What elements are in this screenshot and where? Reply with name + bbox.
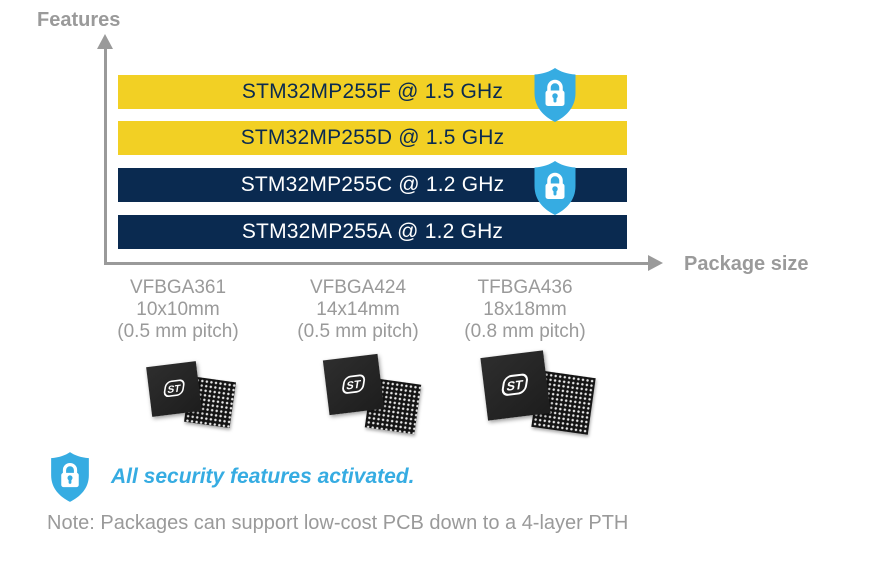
package-column-vfbga424: VFBGA424 14x14mm (0.5 mm pitch) xyxy=(263,277,453,343)
package-column-tfbga436: TFBGA436 18x18mm (0.8 mm pitch) xyxy=(430,277,620,343)
security-shield-lock-icon xyxy=(47,450,93,504)
st-logo-icon: ST xyxy=(163,379,185,398)
package-name: TFBGA436 xyxy=(477,277,573,298)
st-logo-text: ST xyxy=(345,379,361,393)
chip-top-image: ST xyxy=(322,353,385,416)
package-size: 18x18mm xyxy=(483,299,567,320)
chip-package-image-tfbga436: ST xyxy=(478,346,616,454)
x-axis-label: Package size xyxy=(684,253,809,275)
package-name: VFBGA361 xyxy=(129,277,227,298)
footnote: Note: Packages can support low-cost PCB … xyxy=(47,512,629,534)
product-bar-stm32mp255a: STM32MP255A @ 1.2 GHz xyxy=(118,215,627,249)
security-shield-lock-icon xyxy=(530,67,580,123)
product-bar-label: STM32MP255F @ 1.5 GHz xyxy=(241,80,504,103)
package-pitch: (0.8 mm pitch) xyxy=(464,321,586,342)
security-legend-label: All security features activated. xyxy=(111,465,415,488)
package-column-vfbga361: VFBGA361 10x10mm (0.5 mm pitch) xyxy=(83,277,273,343)
product-bar-label: STM32MP255A @ 1.2 GHz xyxy=(241,220,504,243)
package-size: 10x10mm xyxy=(136,299,220,320)
security-shield-lock-icon xyxy=(530,160,580,216)
package-name: VFBGA424 xyxy=(309,277,407,298)
chip-package-image-vfbga361: ST xyxy=(143,357,263,447)
product-bar-label: STM32MP255D @ 1.5 GHz xyxy=(240,126,505,149)
package-pitch: (0.5 mm pitch) xyxy=(117,321,239,342)
y-axis-arrowhead-icon xyxy=(97,34,113,49)
st-logo-icon: ST xyxy=(502,373,529,397)
y-axis-line xyxy=(104,47,107,265)
package-size: 14x14mm xyxy=(316,299,400,320)
st-logo-icon: ST xyxy=(341,374,365,394)
product-bar-stm32mp255d: STM32MP255D @ 1.5 GHz xyxy=(118,121,627,155)
st-logo-text: ST xyxy=(506,377,525,394)
chip-top-image: ST xyxy=(480,350,551,421)
security-legend: All security features activated. xyxy=(47,450,414,504)
package-pitch: (0.5 mm pitch) xyxy=(297,321,419,342)
chip-package-image-vfbga424: ST xyxy=(320,351,448,447)
x-axis-arrowhead-icon xyxy=(648,255,663,271)
x-axis-line xyxy=(104,262,650,265)
st-logo-text: ST xyxy=(166,384,181,397)
product-bar-label: STM32MP255C @ 1.2 GHz xyxy=(240,173,505,196)
chip-top-image: ST xyxy=(146,361,202,417)
y-axis-label: Features xyxy=(37,9,121,31)
